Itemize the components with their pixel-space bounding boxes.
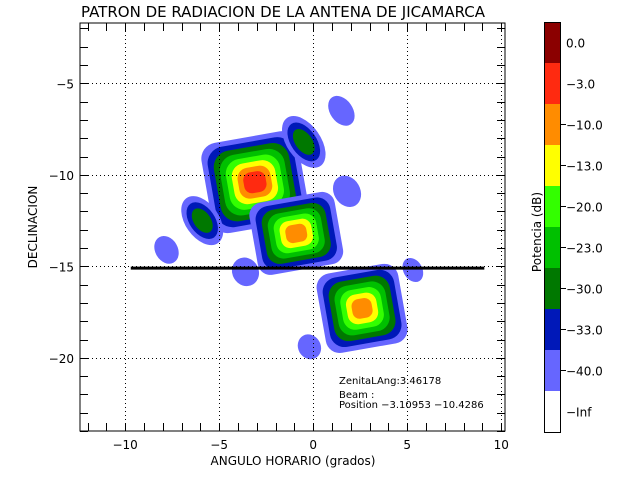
colorbar-tick-label: −Inf — [566, 406, 592, 420]
contour-band — [191, 208, 213, 233]
colorbar-segment — [544, 63, 560, 105]
plot-frame — [79, 22, 506, 432]
colorbar-tick-label: 0.0 — [566, 37, 585, 51]
y-tick-label: −10 — [49, 169, 74, 183]
x-tick-label: 0 — [309, 438, 317, 452]
y-tick-label: −20 — [49, 352, 74, 366]
colorbar-segment — [544, 268, 560, 310]
side-bottom — [297, 334, 322, 360]
lobe-lower-right — [316, 263, 408, 354]
grid-layer — [80, 23, 505, 431]
colorbar-segment — [544, 391, 560, 433]
colorbar-tick-label: −30.0 — [566, 283, 603, 297]
colorbar-segment — [544, 227, 560, 269]
x-tick-label: −10 — [112, 438, 137, 452]
y-tick-labels: −5 −10 −15 −20 — [49, 77, 74, 365]
contour-band — [231, 257, 260, 287]
colorbar-segment — [544, 104, 560, 146]
contour-band — [292, 128, 315, 155]
colorbar-tick-label: −33.0 — [566, 324, 603, 338]
colorbar-segment — [544, 309, 560, 351]
contour-band — [297, 334, 322, 360]
contour-band — [332, 175, 362, 208]
colorbar-frame — [544, 22, 561, 433]
annotation-beam: Beam : — [339, 390, 374, 401]
lobe-upper-mid — [282, 116, 326, 168]
colorbar-segment — [544, 22, 560, 64]
contour-band — [351, 298, 373, 319]
colorbar-tick-label: −20.0 — [566, 201, 603, 215]
colorbar-tick-label: −40.0 — [566, 365, 603, 379]
colorbar-tick-label: −23.0 — [566, 242, 603, 256]
y-tick-label: −5 — [56, 77, 74, 91]
annotation-zenital-angle: ZenitaLAng:3.46178 — [339, 376, 441, 387]
contour-band — [328, 95, 355, 126]
lobes-layer — [154, 95, 424, 360]
x-tick-label: 5 — [403, 438, 411, 452]
contour-band — [285, 223, 308, 244]
colorbar-segment — [544, 186, 560, 228]
side-upper-right — [328, 95, 355, 126]
colorbar-tick-label: −3.0 — [566, 78, 595, 92]
lobe-center — [249, 191, 344, 275]
colorbar-tick-label: −10.0 — [566, 119, 603, 133]
colorbar-segment — [544, 350, 560, 392]
x-tick-label: 10 — [494, 438, 509, 452]
colorbar-label: Potencia (dB) — [530, 192, 544, 272]
contour-band — [243, 171, 267, 194]
y-tick-label: −15 — [49, 260, 74, 274]
x-tick-labels: −10 −5 0 5 10 — [112, 438, 508, 452]
colorbar-tick-label: −13.0 — [566, 160, 603, 174]
contour-band — [154, 235, 179, 264]
contour-band — [402, 257, 424, 283]
axis-ticks — [80, 23, 505, 432]
colorbar: 0.0 −3.0 −10.0 −13.0 −20.0 −23.0 −30.0 −33.0 −40… — [544, 22, 603, 433]
side-center-low — [231, 257, 260, 287]
x-tick-label: −5 — [210, 438, 228, 452]
side-right — [332, 175, 362, 208]
annotation-position: Position −3.10953 −10.4286 — [339, 400, 484, 411]
side-right-low — [402, 257, 424, 283]
y-axis-label: DECLINACION — [26, 186, 40, 269]
lobe-left-mid — [181, 196, 224, 246]
chart-title: PATRON DE RADIACION DE LA ANTENA DE JICA… — [81, 3, 486, 21]
side-left-low — [154, 235, 179, 264]
x-axis-label: ANGULO HORARIO (grados) — [211, 454, 376, 468]
colorbar-segment — [544, 145, 560, 187]
